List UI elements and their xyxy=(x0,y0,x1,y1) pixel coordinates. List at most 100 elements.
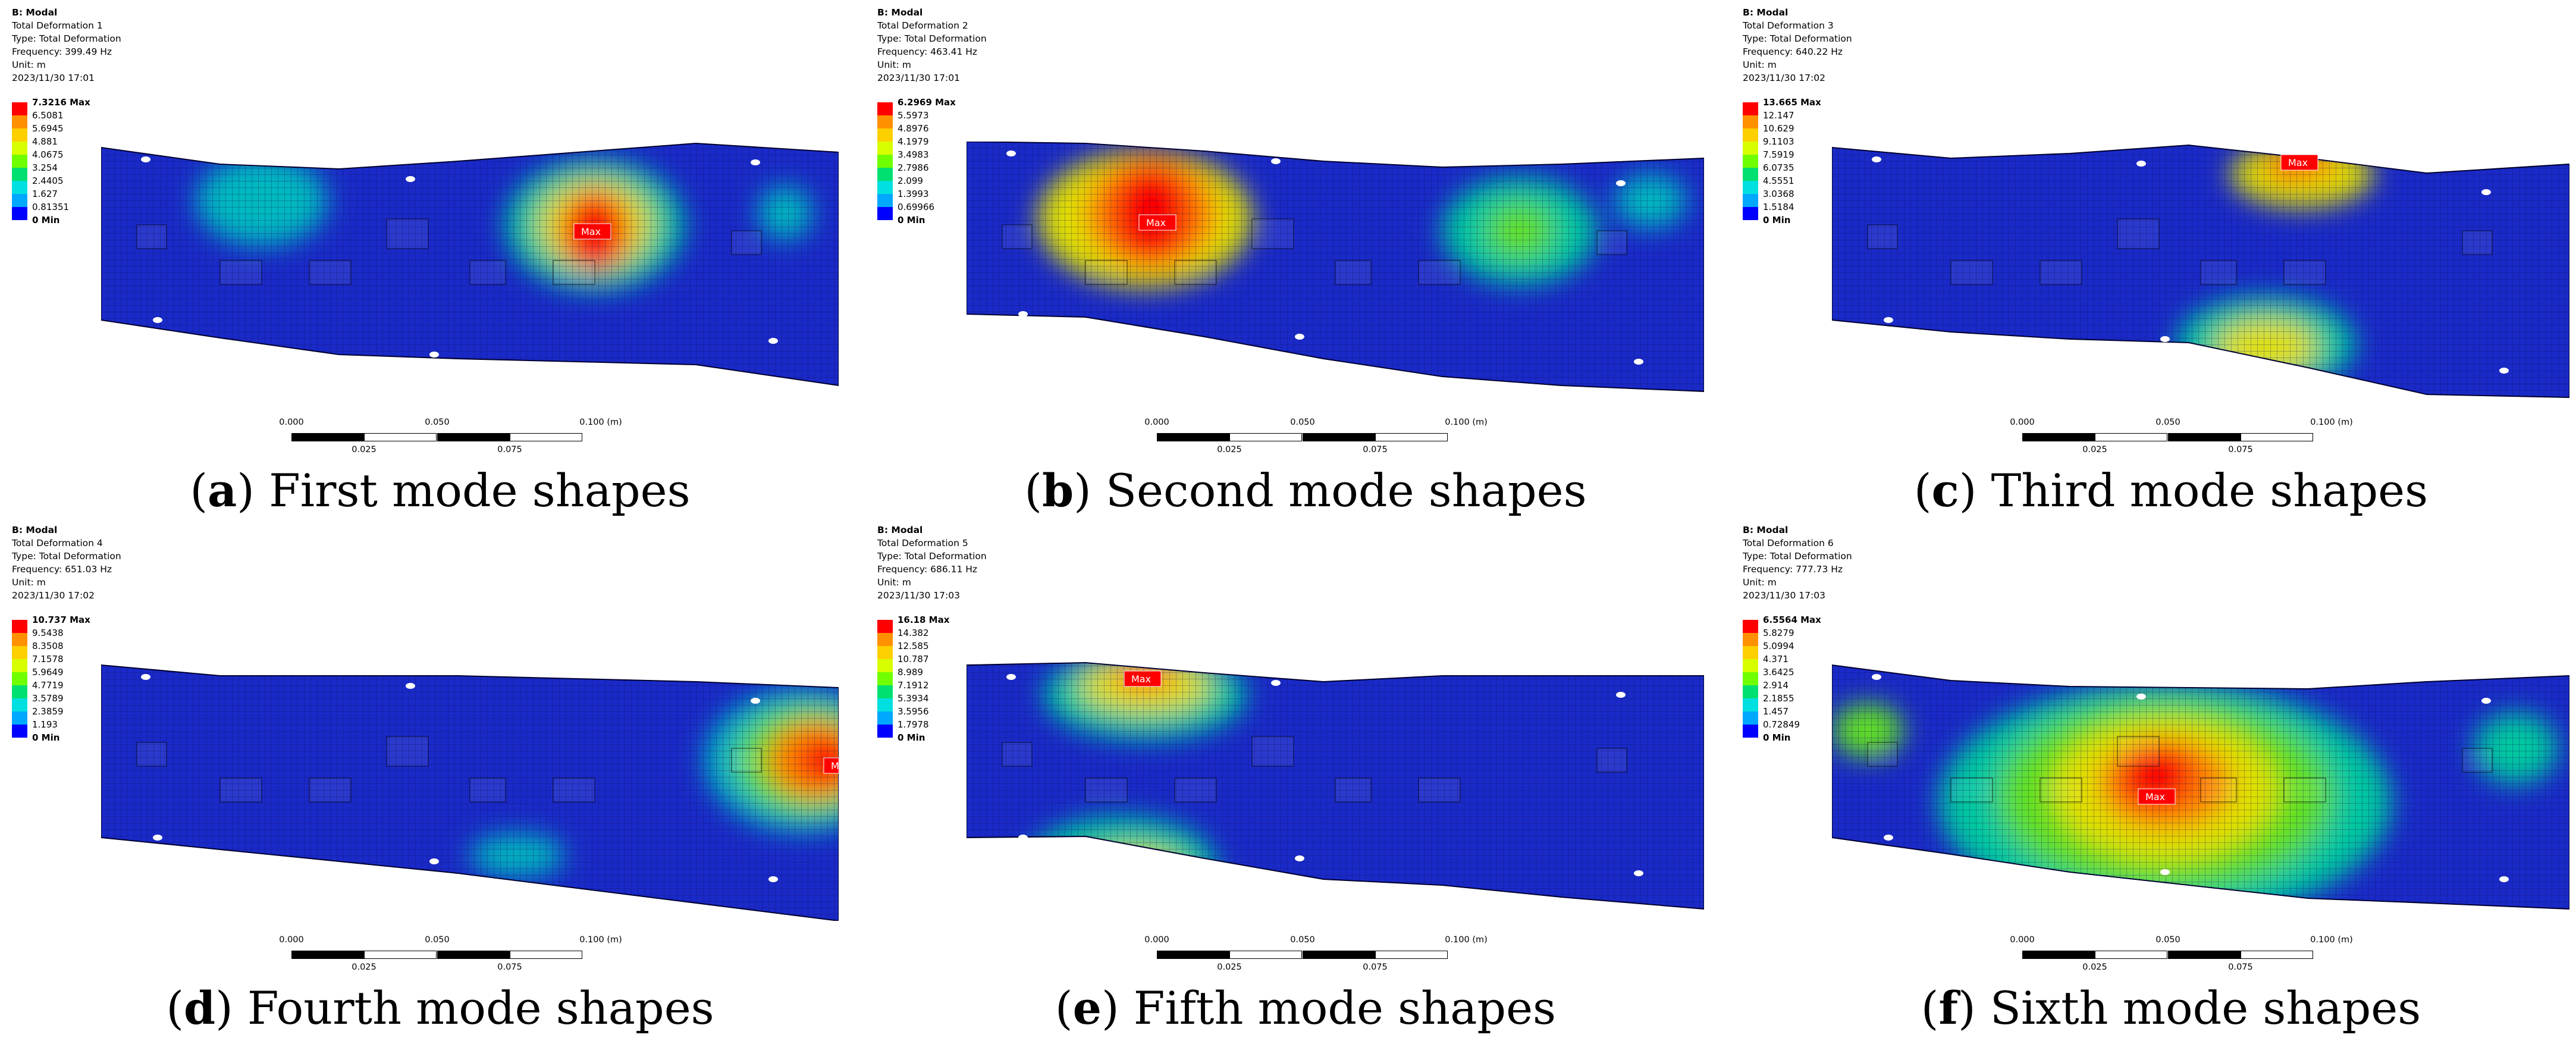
legend-swatch xyxy=(1743,115,1758,128)
legend-value: 5.9649 xyxy=(32,667,64,678)
legend-value: 7.1912 xyxy=(898,680,929,691)
legend-value: 0 Min xyxy=(898,215,925,225)
scale-top-label: 0.050 xyxy=(425,935,450,945)
legend-value: 2.1855 xyxy=(1763,693,1794,704)
result-unit: Unit: m xyxy=(1743,59,1777,70)
legend-swatch xyxy=(1743,685,1758,698)
legend-swatch xyxy=(12,155,27,168)
legend-swatch xyxy=(1743,168,1758,181)
bolt-hole xyxy=(2136,694,2146,700)
caption-letter: b xyxy=(1042,464,1074,517)
legend-swatch xyxy=(877,672,893,685)
legend-value: 7.1578 xyxy=(32,654,64,664)
legend-value: 3.4983 xyxy=(898,149,929,160)
bolt-hole xyxy=(2160,336,2170,342)
plate-outline xyxy=(967,142,1704,393)
bolt-hole xyxy=(406,176,415,182)
max-probe-label: Max xyxy=(573,223,611,240)
svg-text:Max: Max xyxy=(831,760,839,772)
bolt-hole xyxy=(1018,835,1028,841)
legend-value: 1.5184 xyxy=(1763,202,1794,212)
panel-caption: (f) Sixth mode shapes xyxy=(1921,982,2421,1034)
bolt-hole xyxy=(1872,674,1881,680)
deformed-plate-mesh: Max xyxy=(1832,144,2569,399)
caption-text: Fifth mode shapes xyxy=(1119,982,1557,1034)
legend-value: 0.81351 xyxy=(32,202,70,212)
scale-segment xyxy=(2241,433,2313,441)
result-unit: Unit: m xyxy=(1743,577,1777,588)
scale-top-label: 0.100 (m) xyxy=(579,418,622,427)
legend-value: 6.0735 xyxy=(1763,162,1794,173)
scale-bottom-label: 0.025 xyxy=(1217,445,1242,454)
plate-outline xyxy=(967,661,1704,910)
panel-caption: (d) Fourth mode shapes xyxy=(166,982,714,1034)
legend-value: 12.147 xyxy=(1763,110,1794,121)
legend-swatch xyxy=(12,685,27,698)
legend-value: 5.6945 xyxy=(32,123,64,134)
legend-swatch xyxy=(12,207,27,220)
caption-text: Second mode shapes xyxy=(1091,464,1587,517)
result-info: B: Modal Total Deformation 3 Type: Total D… xyxy=(1743,6,1852,84)
result-type: Type: Total Deformation xyxy=(877,551,987,562)
result-frequency: Frequency: 651.03 Hz xyxy=(12,564,112,575)
bolt-hole xyxy=(1634,359,1643,365)
scale-bar: 0.000 0.050 0.100 (m) 0.025 0.075 xyxy=(2010,418,2353,462)
max-probe-label: Max xyxy=(1124,670,1162,687)
result-timestamp: 2023/11/30 17:01 xyxy=(12,73,95,83)
svg-text:Max: Max xyxy=(1131,673,1151,685)
bolt-hole xyxy=(1295,855,1304,861)
scale-top-label: 0.000 xyxy=(2010,935,2035,945)
scale-top-label: 0.000 xyxy=(2010,418,2035,427)
bolt-hole xyxy=(768,876,778,882)
bolt-hole xyxy=(2499,368,2509,374)
legend-swatch xyxy=(877,115,893,128)
legend-value: 0 Min xyxy=(32,732,60,743)
result-timestamp: 2023/11/30 17:03 xyxy=(877,590,960,601)
legend-value: 2.4405 xyxy=(32,175,64,186)
max-probe-label: Max xyxy=(2280,154,2318,171)
scale-bottom-label: 0.025 xyxy=(352,445,376,454)
panel-second-mode: B: Modal Total Deformation 2 Type: Total D… xyxy=(877,6,1734,526)
legend-value: 6.5081 xyxy=(32,110,64,121)
result-timestamp: 2023/11/30 17:01 xyxy=(877,73,960,83)
bolt-hole xyxy=(1884,835,1893,841)
bolt-hole xyxy=(1006,674,1016,680)
legend-value: 3.5789 xyxy=(32,693,64,704)
plate-outline xyxy=(101,142,839,387)
legend-swatch xyxy=(12,646,27,659)
scale-segment xyxy=(291,951,364,959)
result-frequency: Frequency: 686.11 Hz xyxy=(877,564,978,575)
result-type: Type: Total Deformation xyxy=(1743,33,1852,44)
scale-bottom-label: 0.075 xyxy=(1363,963,1388,972)
bolt-hole xyxy=(2481,698,2491,704)
caption-letter: d xyxy=(183,982,216,1034)
legend-value: 0 Min xyxy=(1763,215,1791,225)
legend-swatch xyxy=(877,620,893,633)
legend-swatch xyxy=(877,155,893,168)
legend-value: 5.3934 xyxy=(898,693,929,704)
scale-segment xyxy=(510,433,582,441)
plate-outline xyxy=(101,664,839,921)
legend-value: 13.665 Max xyxy=(1763,97,1821,108)
scale-segment xyxy=(2095,433,2167,441)
max-probe-label: Max xyxy=(823,757,839,774)
result-info: B: Modal Total Deformation 1 Type: Total D… xyxy=(12,6,121,84)
legend-swatch xyxy=(12,128,27,142)
legend-value: 7.5919 xyxy=(1763,149,1794,160)
legend-swatch xyxy=(12,115,27,128)
legend-swatch xyxy=(12,659,27,672)
legend-value: 5.8279 xyxy=(1763,628,1794,638)
legend-value: 3.0368 xyxy=(1763,189,1794,199)
legend-value: 5.0994 xyxy=(1763,641,1794,651)
deformed-plate-mesh: Max xyxy=(1832,664,2569,910)
legend-value: 2.7986 xyxy=(898,162,929,173)
legend-value: 4.0675 xyxy=(32,149,64,160)
scale-segment xyxy=(510,951,582,959)
result-name: Total Deformation 4 xyxy=(12,538,103,548)
panel-caption: (e) Fifth mode shapes xyxy=(1055,982,1557,1034)
scale-top-label: 0.000 xyxy=(1144,418,1169,427)
legend-value: 4.5551 xyxy=(1763,175,1794,186)
scale-segment xyxy=(1303,951,1375,959)
legend-value: 0 Min xyxy=(898,732,925,743)
result-info: B: Modal Total Deformation 5 Type: Total D… xyxy=(877,523,987,602)
